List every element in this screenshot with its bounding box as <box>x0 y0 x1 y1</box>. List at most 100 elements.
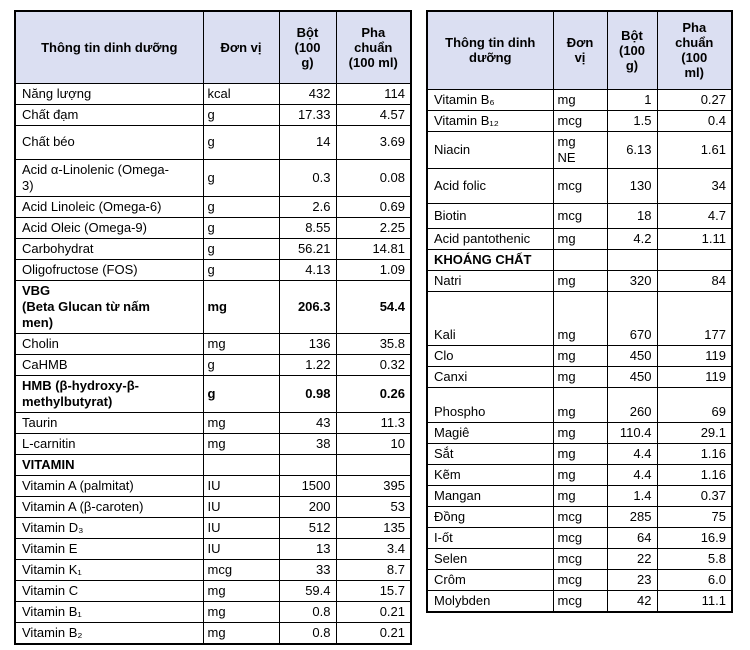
table-row: Mangan mg 1.4 0.37 <box>426 484 733 507</box>
table-row: Vitamin K₁ mcg 33 8.7 <box>14 558 412 581</box>
unit-cell: mg <box>202 279 280 334</box>
powder-value-cell: 1.22 <box>278 353 337 376</box>
table-row: Vitamin B₂ mg 0.8 0.21 <box>14 621 412 644</box>
powder-value-cell: 14 <box>278 124 337 160</box>
powder-value-cell: 130 <box>606 167 658 204</box>
nutrient-name-cell: Mangan <box>426 484 554 507</box>
table-row: Đồng mcg 285 75 <box>426 505 733 528</box>
powder-value-cell: 2.6 <box>278 195 337 218</box>
powder-value-cell: 23 <box>606 568 658 591</box>
unit-cell: kcal <box>202 82 280 105</box>
table-row: Acid Linoleic (Omega-6) g 2.6 0.69 <box>14 195 412 218</box>
nutrient-name-cell: Kẽm <box>426 463 554 486</box>
powder-value-cell: 43 <box>278 411 337 434</box>
prepared-value-cell: 53 <box>335 495 412 518</box>
table-row: Biotin mcg 18 4.7 <box>426 202 733 229</box>
powder-value-cell <box>278 453 337 476</box>
nutrient-name-cell: Oligofructose (FOS) <box>14 258 204 281</box>
prepared-value-cell: 0.37 <box>656 484 733 507</box>
table-row: Natri mg 320 84 <box>426 269 733 292</box>
prepared-value-cell: 75 <box>656 505 733 528</box>
prepared-value-cell: 119 <box>656 344 733 367</box>
table-row: Chất đạm g 17.33 4.57 <box>14 103 412 126</box>
unit-cell: IU <box>202 495 280 518</box>
powder-value-cell: 4.4 <box>606 463 658 486</box>
prepared-value-cell: 0.69 <box>335 195 412 218</box>
powder-value-cell: 42 <box>606 589 658 612</box>
unit-cell: mcg <box>552 568 608 591</box>
nutrient-name-cell: Vitamin D₃ <box>14 516 204 539</box>
nutrient-name-cell: VBG (Beta Glucan từ nấm men) <box>14 279 204 334</box>
prepared-value-cell: 1.16 <box>656 463 733 486</box>
powder-value-cell: 0.98 <box>278 374 337 413</box>
prepared-value-cell: 1.11 <box>656 227 733 250</box>
powder-value-cell: 1 <box>606 88 658 111</box>
powder-value-cell: 4.13 <box>278 258 337 281</box>
prepared-value-cell: 0.4 <box>656 109 733 132</box>
table-row: Molybden mcg 42 11.1 <box>426 589 733 612</box>
powder-value-cell: 0.8 <box>278 600 337 623</box>
prepared-value-cell: 6.0 <box>656 568 733 591</box>
prepared-value-cell: 34 <box>656 167 733 204</box>
powder-value-cell: 200 <box>278 495 337 518</box>
nutrient-name-cell: Selen <box>426 547 554 570</box>
powder-value-cell: 1500 <box>278 474 337 497</box>
prepared-value-cell: 177 <box>656 290 733 346</box>
table-row: Acid pantothenic mg 4.2 1.11 <box>426 227 733 250</box>
prepared-value-cell: 0.32 <box>335 353 412 376</box>
powder-value-cell: 18 <box>606 202 658 229</box>
nutrient-name-cell: Chất béo <box>14 124 204 160</box>
table-body: Vitamin B₆ mg 1 0.27 Vitamin B₁₂ mcg 1.5 0.4 Nia… <box>426 88 733 612</box>
powder-value-cell: 33 <box>278 558 337 581</box>
nutrient-name-cell: VITAMIN <box>14 453 204 476</box>
unit-cell: IU <box>202 516 280 539</box>
table-row: Crôm mcg 23 6.0 <box>426 568 733 591</box>
unit-cell: mcg <box>552 547 608 570</box>
unit-cell: mg <box>552 290 608 346</box>
powder-value-cell: 432 <box>278 82 337 105</box>
prepared-value-cell: 1.09 <box>335 258 412 281</box>
prepared-value-cell: 8.7 <box>335 558 412 581</box>
unit-cell: mg <box>552 442 608 465</box>
nutrient-name-cell: L-carnitin <box>14 432 204 455</box>
prepared-value-cell: 54.4 <box>335 279 412 334</box>
prepared-value-cell: 3.69 <box>335 124 412 160</box>
nutrient-name-cell: Acid folic <box>426 167 554 204</box>
table-row: Niacin mg NE 6.13 1.61 <box>426 130 733 169</box>
powder-value-cell: 22 <box>606 547 658 570</box>
unit-cell: mg NE <box>552 130 608 169</box>
unit-cell: mg <box>552 269 608 292</box>
table-row: Chất béo g 14 3.69 <box>14 124 412 160</box>
table-row: Năng lượng kcal 432 114 <box>14 82 412 105</box>
table-row: HMB (β-hydroxy-β- methylbutyrat) g 0.98 0.2… <box>14 374 412 413</box>
nutrient-name-cell: HMB (β-hydroxy-β- methylbutyrat) <box>14 374 204 413</box>
table-row: Acid α-Linolenic (Omega- 3) g 0.3 0.08 <box>14 158 412 197</box>
table-row: Vitamin A (β-caroten) IU 200 53 <box>14 495 412 518</box>
table-row: I-ốt mcg 64 16.9 <box>426 526 733 549</box>
unit-cell: mg <box>552 421 608 444</box>
unit-cell: g <box>202 195 280 218</box>
unit-cell: g <box>202 374 280 413</box>
unit-cell: g <box>202 158 280 197</box>
nutrient-name-cell: KHOÁNG CHẤT <box>426 248 554 271</box>
unit-cell: mcg <box>552 167 608 204</box>
column-header-nutrition-info: Thông tin dinh dưỡng <box>14 10 204 84</box>
table-header: Thông tin dinh dưỡng Đơn vị Bột (100 g) … <box>426 10 733 90</box>
unit-cell: mg <box>552 386 608 423</box>
prepared-value-cell: 2.25 <box>335 216 412 239</box>
powder-value-cell: 64 <box>606 526 658 549</box>
powder-value-cell: 0.8 <box>278 621 337 644</box>
nutrient-name-cell: Vitamin A (β-caroten) <box>14 495 204 518</box>
prepared-value-cell: 10 <box>335 432 412 455</box>
nutrient-name-cell: Vitamin A (palmitat) <box>14 474 204 497</box>
column-header-prepared-100ml: Pha chuẩn (100 ml) <box>335 10 412 84</box>
nutrient-name-cell: Đồng <box>426 505 554 528</box>
powder-value-cell: 8.55 <box>278 216 337 239</box>
powder-value-cell <box>606 248 658 271</box>
column-header-powder-100g: Bột (100 g) <box>606 10 658 90</box>
table-row: Vitamin B₆ mg 1 0.27 <box>426 88 733 111</box>
table-row: Clo mg 450 119 <box>426 344 733 367</box>
table-row: Magiê mg 110.4 29.1 <box>426 421 733 444</box>
prepared-value-cell: 15.7 <box>335 579 412 602</box>
